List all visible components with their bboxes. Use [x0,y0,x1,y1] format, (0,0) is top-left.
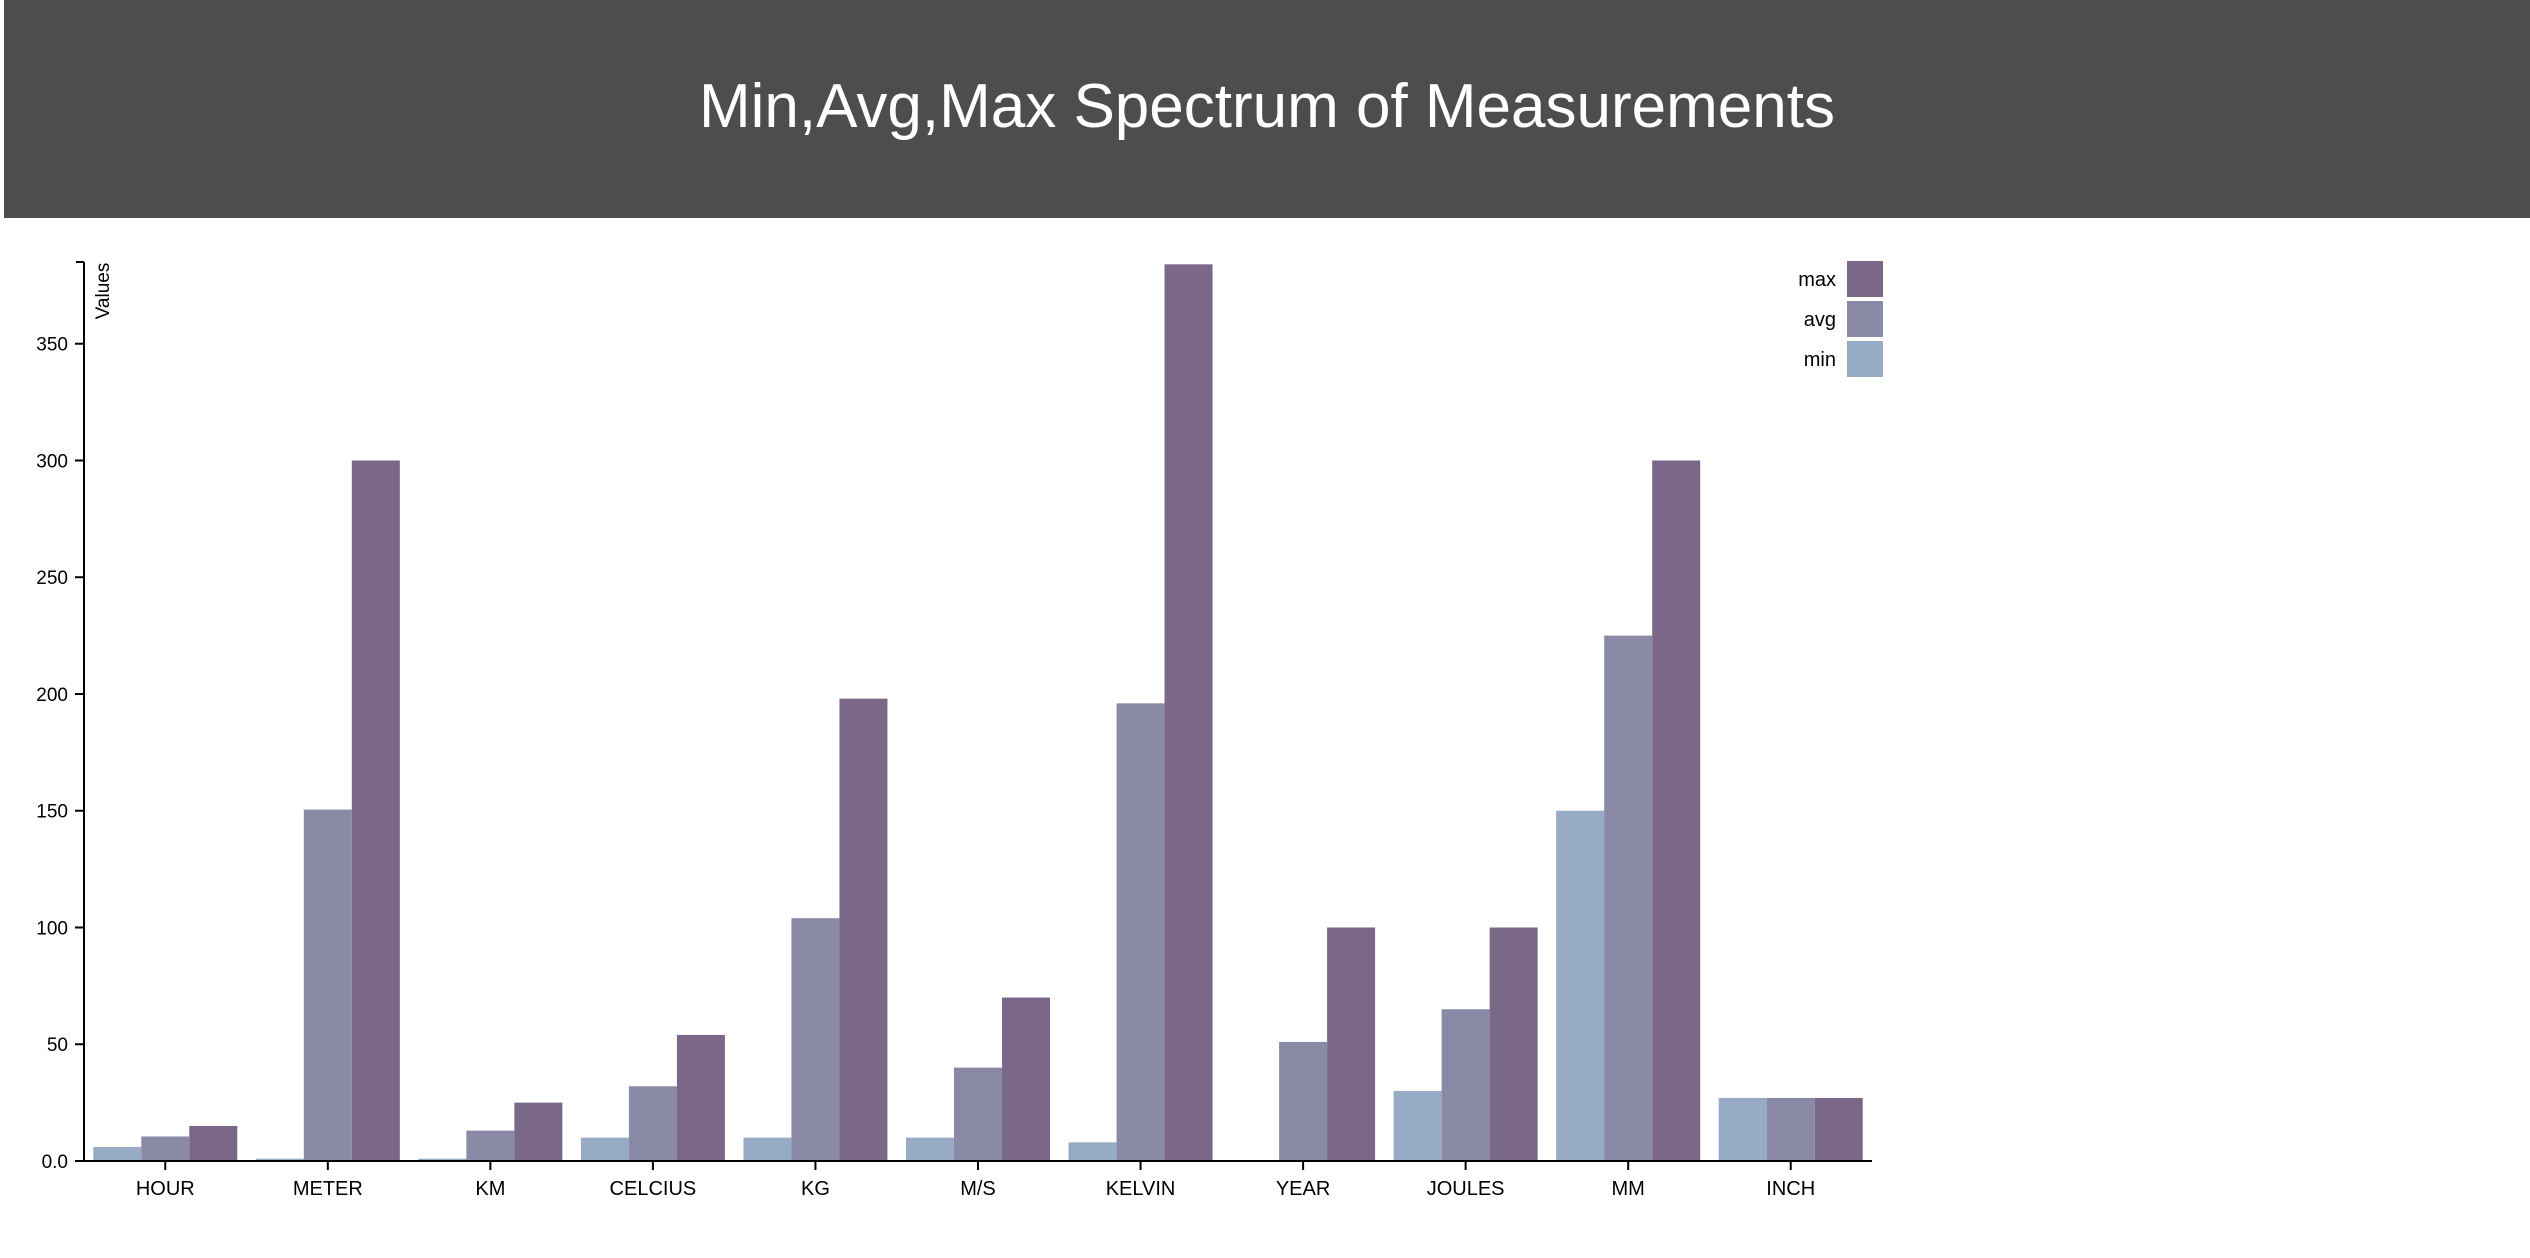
bar-min [743,1137,792,1161]
bar-max [1327,927,1376,1161]
bar-min [1718,1097,1767,1161]
legend-label-min: min [1804,349,1836,371]
bar-avg [1279,1041,1328,1161]
x-tick-label: KM [475,1178,505,1200]
y-tick-label: 300 [36,451,68,472]
x-tick-label: INCH [1766,1178,1815,1200]
legend: max avg min [1798,261,1883,377]
bar-max [1164,264,1213,1161]
x-axis: HOUR METER KM CELCIUS KG M/S KELVIN YEAR JOULES M… [84,1160,1872,1200]
bar-min [906,1137,954,1161]
legend-swatch-avg [1847,301,1883,337]
chart-header: Min,Avg,Max Spectrum of Measurements [4,0,2530,218]
bar-avg [954,1067,1002,1161]
bar-avg [1766,1097,1815,1161]
legend-swatch-max [1847,261,1883,297]
bar-max [1652,460,1701,1161]
bar-min [255,1158,304,1161]
bar-avg [1604,635,1653,1161]
bars [93,264,1863,1161]
bar-min [580,1137,629,1161]
x-tick-label: JOULES [1427,1178,1505,1200]
bar-max [839,698,888,1161]
bar-min [418,1158,467,1161]
bar-avg [791,918,840,1161]
bar-avg [628,1086,677,1161]
bar-min [1393,1090,1442,1161]
bar-max [189,1125,238,1161]
x-tick-label: KG [801,1178,830,1200]
chart-title: Min,Avg,Max Spectrum of Measurements [699,71,1835,141]
y-tick-label: 50 [47,1035,68,1056]
y-tick-label: 250 [36,568,68,589]
x-tick-label: METER [293,1178,363,1200]
bar-max [676,1034,725,1161]
bar-max [514,1102,563,1161]
bar-avg [1116,703,1165,1161]
legend-label-avg: avg [1804,309,1836,331]
bar-avg [466,1130,515,1161]
bar-max [351,460,400,1161]
y-tick-label: 350 [36,335,68,356]
bar-max [1489,927,1538,1161]
bar-max [1814,1097,1863,1161]
x-tick-label: KELVIN [1106,1178,1176,1200]
y-tick-label: 200 [36,685,68,706]
x-tick-label: YEAR [1276,1178,1330,1200]
bar-avg [141,1136,190,1161]
x-tick-label: M/S [960,1178,996,1200]
y-tick-label: 150 [36,802,68,823]
x-tick-label: HOUR [136,1178,195,1200]
x-tick-label: CELCIUS [610,1178,697,1200]
bar-max [1002,997,1050,1161]
bar-min [1068,1142,1117,1161]
y-axis: 0.0 50 100 150 200 250 300 350 [36,261,85,1173]
y-tick-label: 0.0 [42,1152,68,1173]
legend-swatch-min [1847,341,1883,377]
y-axis-label: Values [93,263,114,320]
bar-min [1556,810,1605,1161]
x-tick-label: MM [1612,1178,1645,1200]
legend-label-max: max [1798,269,1836,291]
bar-min [93,1146,142,1161]
bar-avg [1441,1009,1490,1161]
y-tick-label: 100 [36,918,68,939]
bar-avg [303,809,352,1161]
